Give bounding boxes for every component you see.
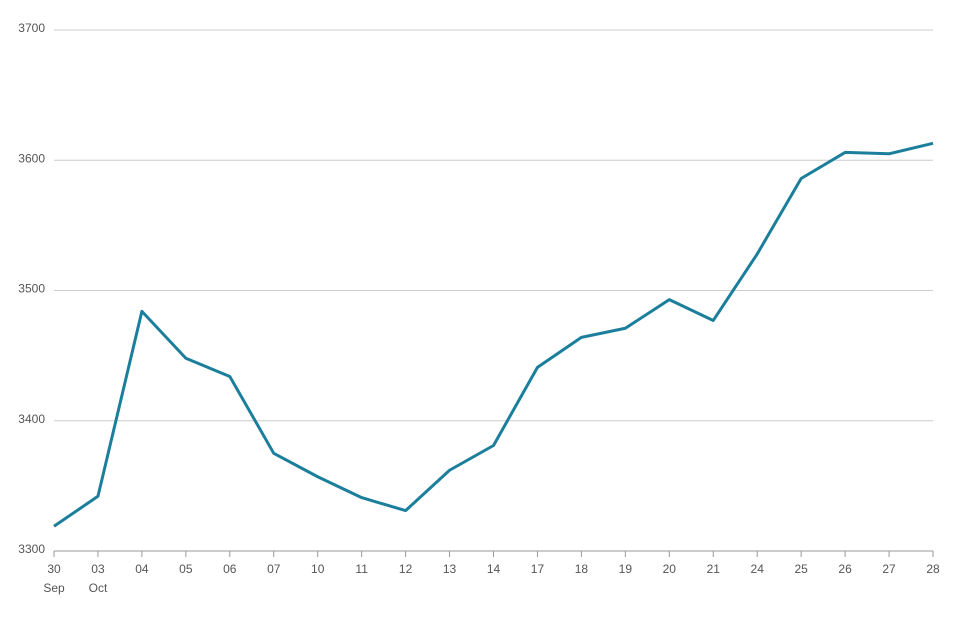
x-tick-label: 05 (179, 562, 193, 576)
x-tick-label: 19 (619, 562, 633, 576)
x-tick-label: 13 (443, 562, 457, 576)
data-line (53, 141, 934, 528)
x-tick-label: 30 (47, 562, 61, 576)
x-tick-label: 07 (267, 562, 281, 576)
x-tick-label: 03 (91, 562, 105, 576)
x-tick-label: 20 (663, 562, 677, 576)
x-tick-label: 17 (531, 562, 545, 576)
y-tick-label: 3300 (18, 542, 45, 556)
x-tick-label: 06 (223, 562, 237, 576)
x-tick-label: 10 (311, 562, 325, 576)
x-tick-label: 21 (707, 562, 721, 576)
x-tick-label: 28 (926, 562, 940, 576)
y-tick-label: 3500 (18, 282, 45, 296)
x-tick-label: 27 (882, 562, 896, 576)
y-tick-label: 3400 (18, 412, 45, 426)
x-tick-label: 24 (751, 562, 765, 576)
x-tick-label: 14 (487, 562, 501, 576)
x-month-label: Oct (89, 581, 108, 595)
x-tick-label: 18 (575, 562, 589, 576)
y-tick-label: 3700 (18, 21, 45, 35)
x-tick-label: 26 (838, 562, 852, 576)
x-tick-label: 25 (794, 562, 808, 576)
x-tick-label: 12 (399, 562, 413, 576)
x-tick-label: 11 (355, 562, 368, 576)
x-month-label: Sep (43, 581, 65, 595)
y-tick-label: 3600 (18, 151, 45, 165)
x-tick-label: 04 (135, 562, 149, 576)
